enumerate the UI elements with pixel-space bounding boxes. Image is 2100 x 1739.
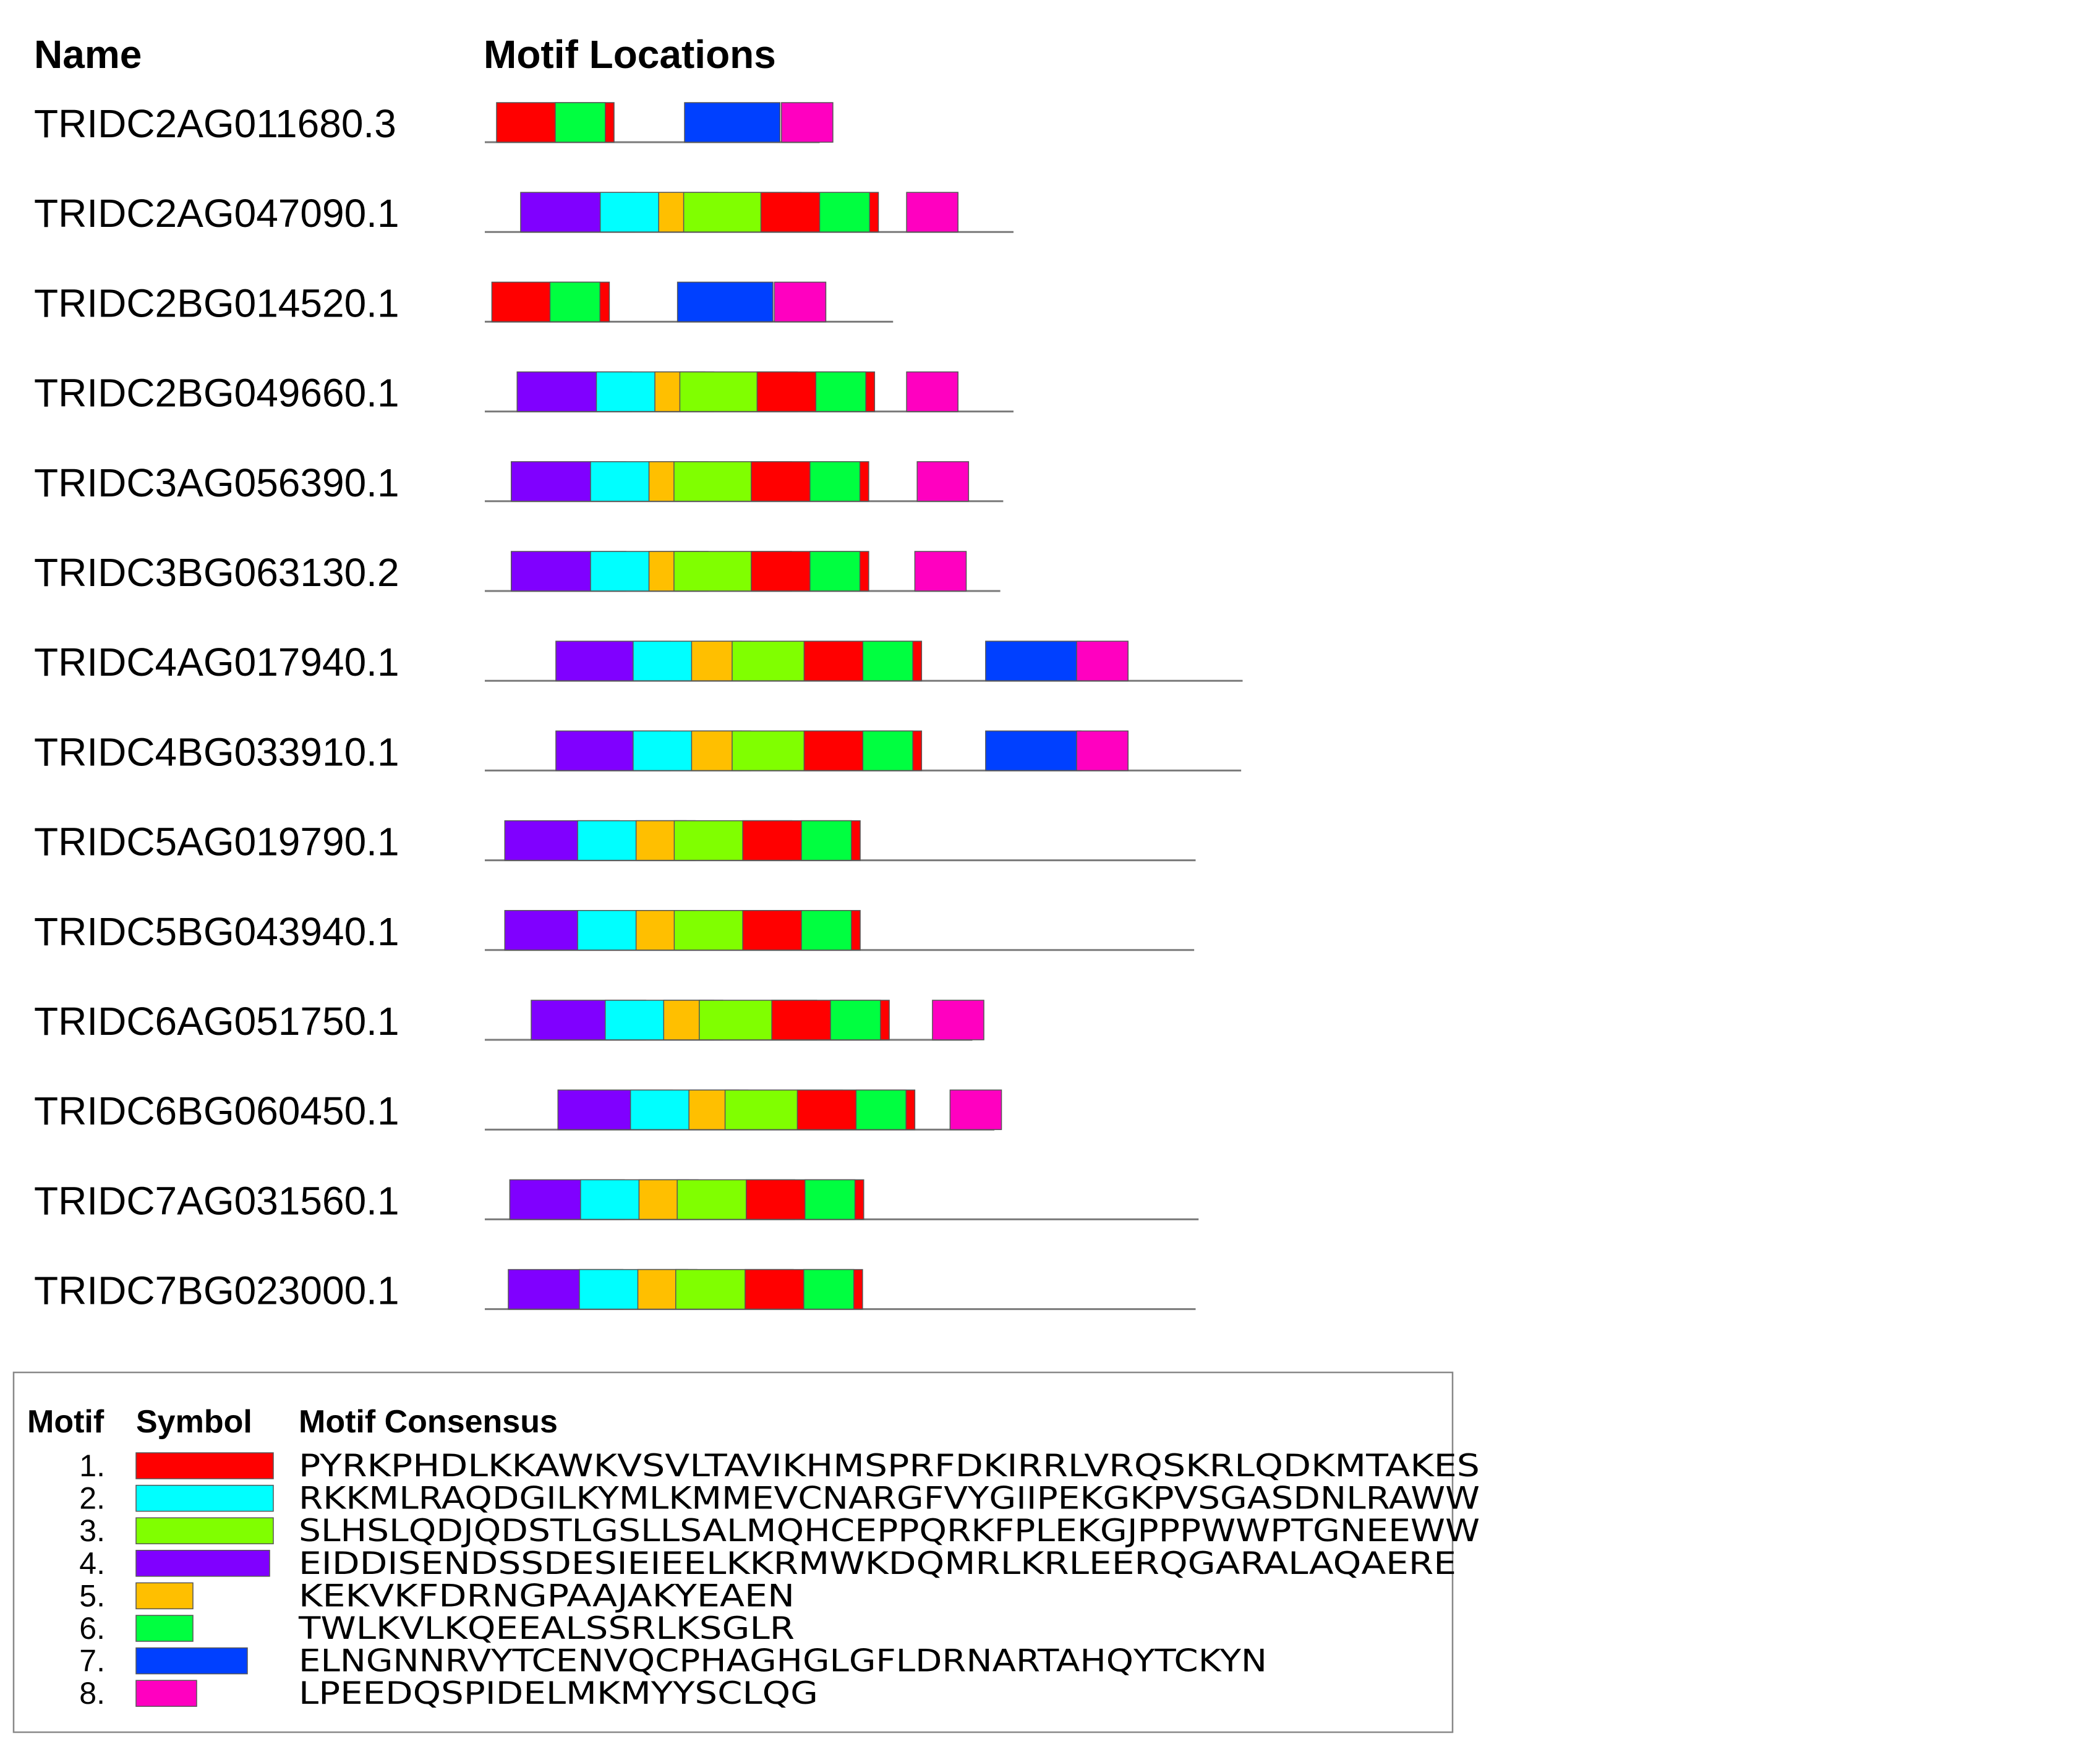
sequence-row: TRIDC2BG049660.1 (34, 371, 1014, 415)
legend-motif-symbol (135, 1680, 197, 1707)
legend-row-motif-8: 8. LPEEDQSPIDELMKMYYSCLQG (79, 1675, 818, 1711)
legend-consensus-header: Motif Consensus (299, 1404, 558, 1440)
sequence-row: TRIDC2AG047090.1 (34, 191, 1014, 236)
legend-motif-consensus: ELNGNNRVYTCENVQCPHAGHGLGFLDRNARTAHQYTCKY… (299, 1643, 1267, 1679)
sequence-name: TRIDC4BG033910.1 (34, 729, 399, 774)
legend-motif-number: 4. (79, 1546, 105, 1581)
sequence-row: TRIDC5BG043940.1 (34, 909, 1195, 954)
motif-8-site (774, 281, 827, 323)
legend-motif-symbol (135, 1615, 194, 1642)
motif-6-site (830, 1000, 881, 1040)
sequence-name: TRIDC2BG049660.1 (34, 371, 399, 415)
sequence-name: TRIDC5BG043940.1 (34, 909, 399, 954)
sequence-row: TRIDC3BG063130.2 (34, 550, 1001, 595)
motif-7-site (985, 730, 1082, 772)
legend-motif-symbol (135, 1582, 194, 1610)
motif-8-site (949, 1089, 1002, 1130)
motif-8-site (916, 461, 970, 502)
motif-6-site (801, 820, 852, 861)
legend-row-motif-1: 1. PYRKPHDLKKAWKVSVLTAVIKHMSPRFDKIRRLVRQS… (79, 1448, 1480, 1484)
sequence-name: TRIDC6BG060450.1 (34, 1089, 399, 1133)
sequence-row: TRIDC6AG051750.1 (34, 999, 984, 1044)
legend-motif-symbol (135, 1517, 274, 1544)
legend-row-motif-2: 2. RKKMLRAQDGILKYMLKMMEVCNARGFVYGIIPEKGKP… (79, 1481, 1480, 1516)
name-column-header: Name (34, 32, 142, 77)
legend-motif-number: 5. (79, 1578, 105, 1613)
motif-8-site (781, 102, 834, 143)
sequence-name: TRIDC2BG014520.1 (34, 281, 399, 325)
motif-6-site (549, 281, 600, 323)
sequence-name: TRIDC3BG063130.2 (34, 550, 399, 595)
legend-motif-consensus: TWLKVLKQEEALSSRLKSGLR (298, 1610, 795, 1646)
sequence-name: TRIDC7AG031560.1 (34, 1178, 399, 1223)
legend-symbol-header: Symbol (136, 1404, 252, 1440)
legend-motif-symbol (135, 1647, 248, 1675)
sequence-name: TRIDC2AG047090.1 (34, 191, 399, 236)
sequence-name: TRIDC3AG056390.1 (34, 461, 399, 505)
motif-7-site (985, 640, 1082, 681)
motif-6-site (801, 910, 852, 951)
motif-8-site (1076, 640, 1129, 681)
sequence-row: TRIDC6BG060450.1 (34, 1089, 1002, 1133)
sequence-row: TRIDC5AG019790.1 (34, 820, 1196, 864)
motif-locations-header: Motif Locations (484, 32, 776, 77)
motif-6-site (809, 461, 861, 502)
sequence-row: TRIDC2AG011680.3 (34, 101, 834, 146)
motif-8-site (906, 371, 958, 412)
legend-motif-consensus: RKKMLRAQDGILKYMLKMMEVCNARGFVYGIIPEKGKPVS… (299, 1481, 1480, 1516)
legend-motif-number: 6. (79, 1611, 105, 1646)
legend-row-motif-6: 6. TWLKVLKQEEALSSRLKSGLR (79, 1610, 795, 1646)
legend-motif-number: 2. (79, 1481, 105, 1516)
legend: Motif Symbol Motif Consensus 1. PYRKPHDLK… (12, 1371, 1480, 1733)
legend-row-motif-3: 3. SLHSLQDJQDSTLGSLLSALMQHCEPPQRKFPLEKGJP… (79, 1513, 1480, 1549)
legend-row-motif-7: 7. ELNGNNRVYTCENVQCPHAGHGLGFLDRNARTAHQYTC… (79, 1643, 1267, 1679)
sequence-rows: TRIDC2AG011680.3 TRIDC2AG047090.1 TRIDC2BG… (34, 101, 1243, 1313)
legend-motif-number: 1. (79, 1448, 105, 1483)
motif-8-site (914, 551, 967, 592)
motif-7-site (684, 102, 781, 143)
motif-6-site (809, 551, 861, 592)
legend-motif-number: 8. (79, 1676, 105, 1711)
legend-motif-number: 7. (79, 1644, 105, 1678)
motif-6-site (819, 192, 870, 232)
sequence-name: TRIDC6AG051750.1 (34, 999, 399, 1044)
legend-motif-consensus: KEKVKFDRNGPAAJAKYEAEN (299, 1578, 795, 1614)
motif-7-site (677, 281, 774, 323)
sequence-row: TRIDC3AG056390.1 (34, 461, 1004, 505)
sequence-name: TRIDC4AG017940.1 (34, 640, 399, 684)
sequence-row: TRIDC2BG014520.1 (34, 281, 894, 325)
sequence-name: TRIDC7BG023000.1 (34, 1269, 399, 1313)
legend-row-motif-5: 5. KEKVKFDRNGPAAJAKYEAEN (79, 1578, 795, 1614)
sequence-row: TRIDC4AG017940.1 (34, 640, 1243, 684)
legend-rows: 1. PYRKPHDLKKAWKVSVLTAVIKHMSPRFDKIRRLVRQS… (79, 1448, 1480, 1711)
motif-6-site (862, 730, 913, 772)
sequence-name: TRIDC2AG011680.3 (34, 101, 396, 146)
motif-8-site (906, 192, 958, 232)
sequence-row: TRIDC7AG031560.1 (34, 1178, 1199, 1223)
legend-motif-number: 3. (79, 1513, 105, 1548)
sequence-row: TRIDC7BG023000.1 (34, 1269, 1196, 1313)
legend-motif-consensus: PYRKPHDLKKAWKVSVLTAVIKHMSPRFDKIRRLVRQSKR… (299, 1448, 1480, 1484)
legend-motif-symbol (135, 1484, 274, 1512)
motif-6-site (555, 102, 606, 143)
legend-motif-consensus: EIDDISENDSSDESIEIEELKKRMWKDQMRLKRLEERQGA… (299, 1546, 1456, 1581)
motif-6-site (862, 640, 913, 681)
legend-motif-header: Motif (27, 1404, 105, 1440)
motif-6-site (815, 371, 866, 412)
motif-6-site (805, 1179, 856, 1220)
motif-8-site (932, 1000, 984, 1040)
legend-motif-consensus: LPEEDQSPIDELMKMYYSCLQG (299, 1675, 818, 1711)
legend-motif-symbol (135, 1452, 274, 1479)
motif-6-site (803, 1269, 855, 1310)
legend-row-motif-4: 4. EIDDISENDSSDESIEIEELKKRMWKDQMRLKRLEERQ… (79, 1546, 1456, 1581)
sequence-row: TRIDC4BG033910.1 (34, 729, 1242, 774)
legend-motif-symbol (135, 1550, 270, 1577)
sequence-name: TRIDC5AG019790.1 (34, 820, 399, 864)
motif-6-site (855, 1089, 907, 1130)
legend-motif-consensus: SLHSLQDJQDSTLGSLLSALMQHCEPPQRKFPLEKGJPPP… (299, 1513, 1480, 1549)
motif-8-site (1076, 730, 1129, 772)
